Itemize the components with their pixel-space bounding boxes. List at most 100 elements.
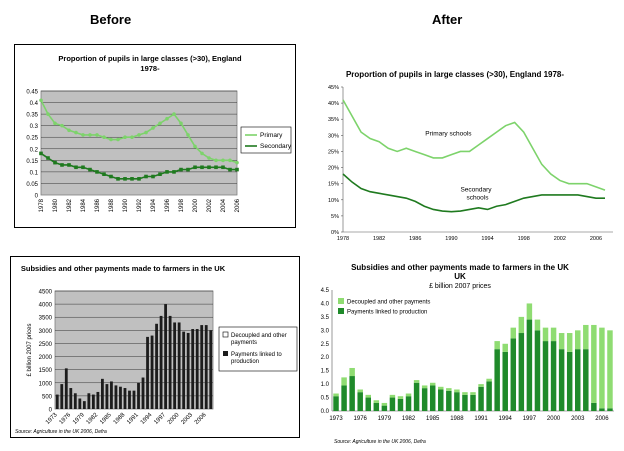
bar-production <box>204 325 208 409</box>
data-point-primary <box>74 130 78 135</box>
source-note: Source: Agriculture in the UK 2006, Defr… <box>15 429 107 435</box>
bar-production <box>173 322 177 409</box>
bar-production <box>413 382 420 411</box>
bar-production <box>389 397 396 411</box>
pupils-before-panel: Proportion of pupils in large classes (>… <box>14 44 296 228</box>
bar-production <box>110 381 113 409</box>
legend-swatch <box>338 308 344 314</box>
data-point-primary <box>193 144 197 149</box>
bar-production <box>550 341 557 411</box>
y-tick-label: 1500 <box>39 368 53 374</box>
bar-decoupled <box>526 303 533 320</box>
bar-production <box>195 329 199 409</box>
y-tick-label: 4500 <box>39 290 53 296</box>
legend-label: Secondary <box>260 143 292 150</box>
bar-production <box>405 396 412 411</box>
data-point-primary <box>81 133 85 137</box>
bar-decoupled <box>365 394 371 398</box>
bar-decoupled <box>486 378 492 382</box>
y-tick-label: 3.5 <box>321 315 330 321</box>
bar-production <box>186 332 190 409</box>
bar-production <box>575 349 581 411</box>
x-tick-label: 1996 <box>165 198 171 212</box>
bar-decoupled <box>502 343 508 352</box>
x-tick-label: 1978 <box>39 198 45 212</box>
y-tick-label: 0.15 <box>26 159 38 165</box>
data-point-secondary <box>137 177 141 181</box>
x-tick-label: 1979 <box>72 412 86 426</box>
data-point-secondary <box>53 160 57 165</box>
y-tick-label: 0 <box>35 194 39 200</box>
legend-box <box>218 326 298 372</box>
data-point-primary <box>235 160 239 165</box>
bar-decoupled <box>446 388 452 391</box>
x-tick-label: 1998 <box>179 198 185 212</box>
data-point-secondary <box>46 156 50 160</box>
bar-production <box>454 392 460 411</box>
data-point-primary <box>200 151 204 156</box>
data-point-primary <box>102 135 106 140</box>
source-note: Source: Agriculture in the UK 2006, Defr… <box>334 439 426 445</box>
x-tick-label: 1991 <box>474 416 488 422</box>
x-tick-label: 1973 <box>329 416 343 422</box>
data-point-secondary <box>39 151 43 156</box>
bar-production <box>446 390 452 411</box>
bar-production <box>333 396 339 411</box>
bar-production <box>119 386 122 409</box>
bar-decoupled <box>462 392 468 395</box>
y-tick-label: 4.0 <box>321 301 330 307</box>
data-point-primary <box>172 112 176 116</box>
bar-decoupled <box>599 327 605 409</box>
y-tick-label: 0.45 <box>26 90 38 96</box>
bar-production <box>101 378 104 409</box>
data-point-primary <box>207 156 211 160</box>
data-point-primary <box>214 158 218 163</box>
x-tick-label: 1978 <box>337 236 349 242</box>
bar-decoupled <box>470 392 476 395</box>
data-point-secondary <box>179 167 183 172</box>
y-tick-label: 0% <box>331 230 339 236</box>
data-point-secondary <box>193 165 197 170</box>
x-tick-label: 1994 <box>499 416 513 422</box>
bar-production <box>397 398 404 411</box>
x-tick-label: 1988 <box>450 416 464 422</box>
bar-production <box>150 335 154 409</box>
bar-decoupled <box>381 402 388 406</box>
before-heading: Before <box>90 12 132 27</box>
x-tick-label: 1992 <box>137 198 143 212</box>
data-point-secondary <box>130 177 134 181</box>
y-tick-label: 4000 <box>39 303 53 309</box>
bar-production <box>373 402 380 411</box>
bar-decoupled <box>397 396 404 399</box>
bar-production <box>200 325 204 409</box>
bar-decoupled <box>333 393 339 397</box>
x-tick-label: 2000 <box>547 416 561 422</box>
bar-decoupled <box>542 327 549 342</box>
data-point-secondary <box>228 167 232 172</box>
bar-decoupled <box>591 324 597 403</box>
data-point-secondary <box>102 172 106 176</box>
legend-label-line2: production <box>231 359 259 365</box>
data-point-secondary <box>74 165 78 170</box>
x-tick-label: 1986 <box>95 198 101 212</box>
x-tick-label: 2000 <box>193 198 199 212</box>
bar-decoupled <box>558 333 565 350</box>
x-tick-label: 2003 <box>571 416 585 422</box>
x-tick-label: 1985 <box>426 416 440 422</box>
data-point-secondary <box>221 165 225 170</box>
bar-production <box>558 349 565 411</box>
bar-production <box>137 382 140 409</box>
y-tick-label: 1.0 <box>321 382 330 388</box>
x-tick-label: 1982 <box>373 236 385 242</box>
data-point-secondary <box>123 177 127 181</box>
x-tick-label: 1980 <box>53 198 59 212</box>
x-tick-label: 2003 <box>180 412 194 426</box>
chart-title-line2: UK <box>454 272 466 281</box>
bar-production <box>69 388 73 409</box>
bar-decoupled <box>607 330 613 409</box>
data-point-primary <box>123 135 127 140</box>
bar-production <box>91 394 95 409</box>
y-tick-label: 25% <box>328 149 339 155</box>
bar-production <box>141 377 145 409</box>
data-point-primary <box>158 121 162 126</box>
